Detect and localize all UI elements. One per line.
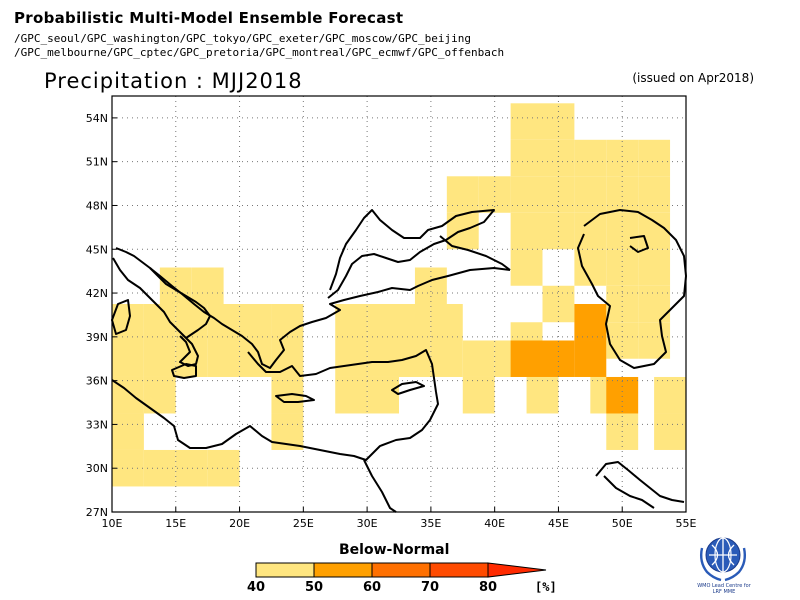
- probability-cell: [430, 304, 463, 341]
- lat-tick-label: 39N: [86, 331, 108, 344]
- probability-cell: [367, 304, 399, 341]
- lon-tick-labels: 10E 15E 20E 25E 30E 35E 40E 45E 50E 55E: [102, 507, 697, 530]
- lat-tick-label: 51N: [86, 156, 108, 169]
- probability-cell: [510, 340, 543, 377]
- lat-tick-label: 33N: [86, 418, 108, 431]
- colorbar-swatch: [255, 562, 315, 578]
- issued-date: (issued on Apr2018): [632, 71, 754, 85]
- probability-cell: [574, 340, 607, 377]
- legend-tick: 50: [304, 580, 324, 595]
- probability-cell: [574, 176, 607, 213]
- coastlines: [111, 209, 687, 513]
- probability-cell: [638, 176, 671, 213]
- lat-tick-label: 45N: [86, 243, 108, 256]
- probability-cell: [399, 304, 431, 341]
- lon-tick-label: 10E: [102, 517, 123, 530]
- probability-cell: [335, 340, 368, 377]
- colorbar-swatch: [371, 562, 431, 578]
- probability-cell: [462, 340, 495, 377]
- wmo-logo-icon: [699, 537, 747, 582]
- lon-tick-label: 20E: [229, 517, 250, 530]
- probability-cell: [542, 139, 575, 177]
- probability-cell: [207, 340, 240, 377]
- lat-tick-label: 27N: [86, 506, 108, 519]
- legend-tick: 60: [362, 580, 382, 595]
- probability-cell: [638, 139, 671, 177]
- probability-cell: [526, 376, 559, 414]
- probability-cell: [446, 176, 479, 213]
- legend-tick: 40: [246, 580, 266, 595]
- lat-tick-label: 54N: [86, 112, 108, 125]
- probability-cell: [207, 304, 240, 341]
- logo-caption: WMO Lead Centre for LRF MME: [697, 583, 751, 595]
- probability-cell: [606, 139, 639, 177]
- probability-cell: [462, 376, 495, 414]
- probability-cell: [654, 413, 686, 450]
- probability-cell: [143, 449, 176, 487]
- legend-tick: 80: [478, 580, 498, 595]
- variable-title: Precipitation : MJJ2018: [44, 69, 303, 93]
- page-title: Probabilistic Multi-Model Ensemble Forec…: [14, 9, 404, 27]
- probability-cell: [175, 340, 208, 377]
- probability-cell: [367, 376, 399, 414]
- lon-tick-label: 55E: [676, 517, 697, 530]
- probability-cell: [510, 176, 543, 213]
- probability-cell: [335, 376, 368, 414]
- lon-tick-label: 15E: [165, 517, 186, 530]
- lat-tick-label: 30N: [86, 462, 108, 475]
- legend-unit: [%]: [535, 580, 557, 594]
- probability-cell: [510, 139, 543, 177]
- lon-tick-label: 30E: [357, 517, 378, 530]
- centers-line-1: /GPC_seoul/GPC_washington/GPC_tokyo/GPC_…: [14, 32, 471, 45]
- lat-tick-label: 42N: [86, 287, 108, 300]
- probability-cell: [606, 249, 639, 286]
- probability-cell: [430, 340, 463, 377]
- colorbar-arrow: [487, 562, 547, 578]
- probability-cell: [654, 376, 686, 414]
- lon-tick-label: 35E: [420, 517, 441, 530]
- probability-cell: [112, 340, 144, 377]
- probability-cell: [367, 340, 399, 377]
- probability-cell: [574, 304, 607, 341]
- probability-cell: [239, 304, 272, 341]
- lon-tick-label: 40E: [484, 517, 505, 530]
- colorbar-swatch: [313, 562, 373, 578]
- probability-cell: [638, 212, 671, 250]
- probability-cell: [143, 340, 176, 377]
- forecast-map: 10E 15E 20E 25E 30E 35E 40E 45E 50E 55E 27N 30N 33N…: [86, 95, 697, 530]
- probability-cell: [638, 249, 671, 286]
- lon-tick-label: 45E: [548, 517, 569, 530]
- legend-tick: 70: [420, 580, 440, 595]
- probability-cell: [510, 212, 543, 250]
- probability-cell: [606, 322, 639, 359]
- legend-title: Below-Normal: [339, 542, 450, 558]
- probability-cell: [112, 413, 144, 450]
- lon-tick-label: 50E: [612, 517, 633, 530]
- probability-cell: [574, 139, 607, 177]
- centers-line-2: /GPC_melbourne/GPC_cptec/GPC_pretoria/GP…: [14, 46, 505, 59]
- lat-tick-labels: 27N 30N 33N 36N 39N 42N 45N 48N 51N 54N: [86, 112, 117, 519]
- lat-tick-label: 36N: [86, 375, 108, 388]
- map-frame: [111, 95, 687, 513]
- probability-cell: [191, 267, 224, 304]
- probability-cell: [510, 249, 543, 286]
- lat-tick-label: 48N: [86, 199, 108, 212]
- probability-cells: [112, 103, 686, 487]
- colorbar-swatch: [429, 562, 489, 578]
- probability-cell: [638, 285, 671, 323]
- lon-tick-label: 25E: [293, 517, 314, 530]
- probability-cell: [510, 103, 543, 140]
- probability-cell: [606, 376, 639, 414]
